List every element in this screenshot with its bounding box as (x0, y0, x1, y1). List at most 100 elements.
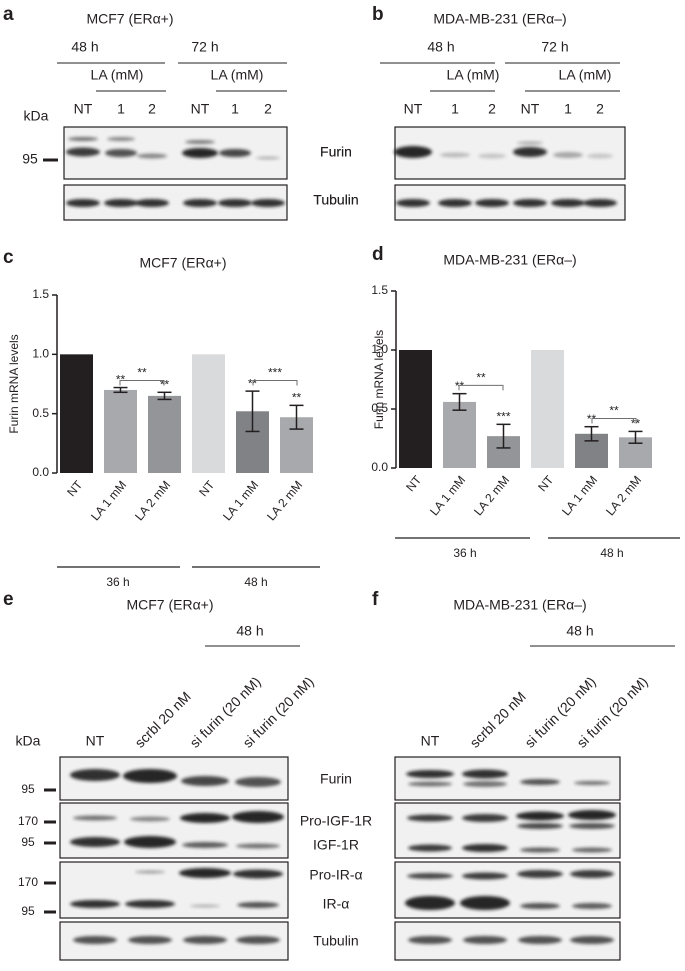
y-tick-label: 1.0 (371, 342, 388, 356)
blot-band (394, 146, 432, 158)
treatment-label: LA (mM) (559, 67, 612, 83)
bar (60, 354, 93, 473)
x-tick-label: NT (403, 472, 424, 494)
blot-band (130, 816, 170, 822)
bar (531, 350, 564, 468)
bracket (458, 384, 504, 391)
x-tick-label: NT (535, 472, 556, 494)
y-axis-label: Furin mRNA levels (372, 330, 386, 429)
group-label: 48 h (244, 575, 267, 589)
lane-label: NT (404, 101, 423, 117)
blot-band (182, 148, 218, 158)
blot-band (124, 836, 176, 848)
blot-band (405, 896, 455, 910)
blot-band (440, 152, 470, 158)
row-label: Furin (320, 144, 352, 160)
blot-band (181, 776, 229, 786)
lane-label: 1 (231, 101, 239, 117)
bracket-label: ** (476, 371, 486, 385)
significance-label: ** (292, 391, 302, 405)
time-label: 48 h (427, 39, 454, 55)
panel-title: MDA-MB-231 (ERα–) (433, 11, 566, 27)
panel-letter: d (372, 244, 384, 265)
row-label: Furin (320, 144, 352, 160)
x-tick-label: NT (196, 477, 217, 499)
bar (399, 350, 432, 468)
blot-band (513, 199, 547, 207)
row-label: Pro-IR-α (309, 867, 362, 883)
blot-band (70, 769, 120, 781)
panel-letter: c (3, 247, 14, 268)
panel-letter: b (372, 4, 384, 25)
group-label: 48 h (600, 546, 623, 560)
bar (192, 354, 225, 473)
time-label: 72 h (541, 39, 568, 55)
error-bar (289, 404, 304, 430)
x-tick-label: LA 2 mM (132, 478, 173, 523)
marker-label: 95 (21, 835, 35, 849)
marker-label: 95 (22, 151, 38, 167)
error-bar (245, 390, 260, 433)
x-tick-label: NT (64, 477, 85, 499)
y-tick-label: 1.0 (32, 347, 49, 361)
blot-band (407, 814, 453, 822)
blot-band (408, 781, 452, 787)
blot-band (407, 873, 453, 879)
blot-band (520, 903, 560, 909)
significance-label: *** (496, 410, 510, 424)
blot-band (574, 781, 610, 785)
treatment-label: LA (mM) (91, 67, 144, 83)
lane-label: NT (191, 101, 210, 117)
bar (104, 389, 137, 473)
lane-label: 2 (148, 101, 156, 117)
blot-band (70, 837, 120, 847)
bracket (252, 379, 298, 386)
blot-band (73, 815, 117, 821)
y-tick-label: 0.0 (32, 465, 49, 479)
time-label: 48 h (566, 623, 593, 639)
row-label: Tubulin (313, 192, 358, 208)
x-tick-label: LA 1 mM (427, 473, 468, 518)
bar (443, 401, 476, 468)
chart-title: MDA-MB-231 (ERα–) (443, 252, 576, 268)
lane-label: 1 (117, 101, 125, 117)
lane-label: NT (521, 101, 540, 117)
panel-title: MDA-MB-231 (ERα–) (453, 597, 586, 613)
error-bar (113, 386, 128, 394)
blot-background (394, 126, 626, 180)
blot-band (463, 936, 507, 944)
blot-band (256, 156, 280, 160)
marker-label: 95 (21, 904, 35, 918)
blot-band (135, 870, 165, 874)
x-tick-label: LA 1 mM (559, 473, 600, 518)
x-tick-label: LA 2 mM (264, 478, 305, 523)
blot-band (218, 199, 252, 207)
y-axis-label: Furin mRNA levels (7, 334, 21, 433)
blot-band (478, 153, 506, 159)
bracket (591, 417, 637, 424)
blot-band (182, 842, 228, 848)
blot-band (520, 847, 560, 853)
panel-letter: f (372, 589, 379, 610)
blot-band (520, 779, 560, 785)
blot-band (517, 870, 563, 878)
error-bar (452, 392, 467, 411)
blot-band (219, 149, 251, 157)
blot-band (107, 137, 135, 141)
y-tick-label: 1.5 (32, 287, 49, 301)
kda-label: kDa (16, 733, 41, 749)
row-label: IGF-1R (313, 837, 359, 853)
kda-label: kDa (24, 108, 49, 124)
lane-label: NT (421, 733, 440, 749)
blot-band (463, 781, 507, 787)
blot-band (516, 811, 564, 821)
group-label: 36 h (106, 575, 129, 589)
blot-band (438, 199, 472, 207)
lane-label: 2 (264, 101, 272, 117)
blot-band (570, 936, 614, 944)
marker-label: 95 (21, 782, 35, 796)
blot-band (137, 153, 167, 159)
blot-band (66, 199, 100, 207)
blot-band (73, 936, 117, 944)
blot-band (517, 823, 563, 829)
